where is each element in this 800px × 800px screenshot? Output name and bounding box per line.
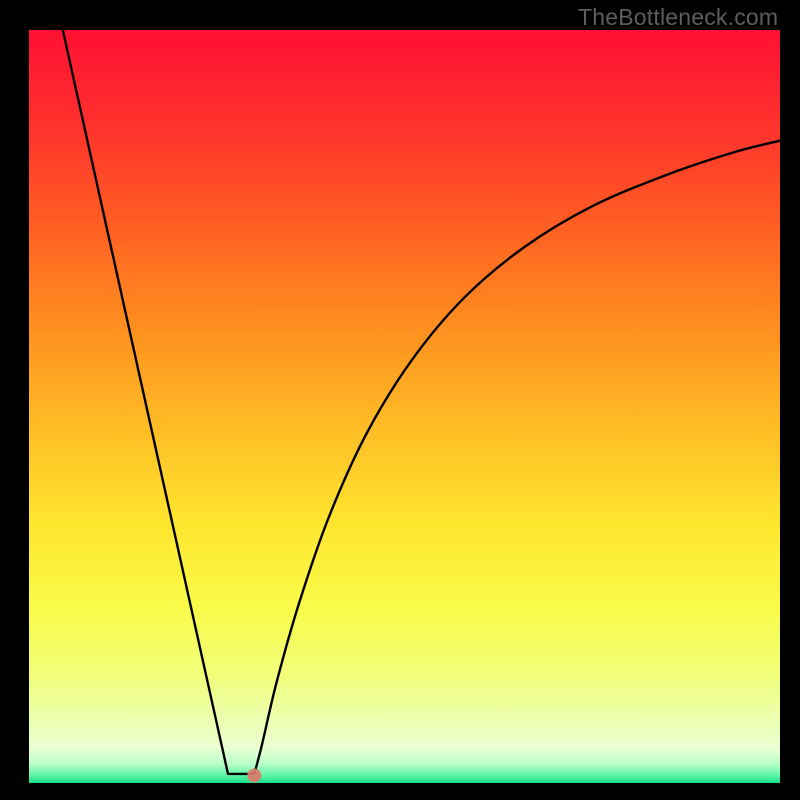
- chart-svg: [0, 0, 800, 800]
- watermark-label: TheBottleneck.com: [578, 4, 778, 31]
- chart-canvas: TheBottleneck.com: [0, 0, 800, 800]
- plot-background: [29, 30, 780, 783]
- optimal-point-marker: [247, 768, 261, 782]
